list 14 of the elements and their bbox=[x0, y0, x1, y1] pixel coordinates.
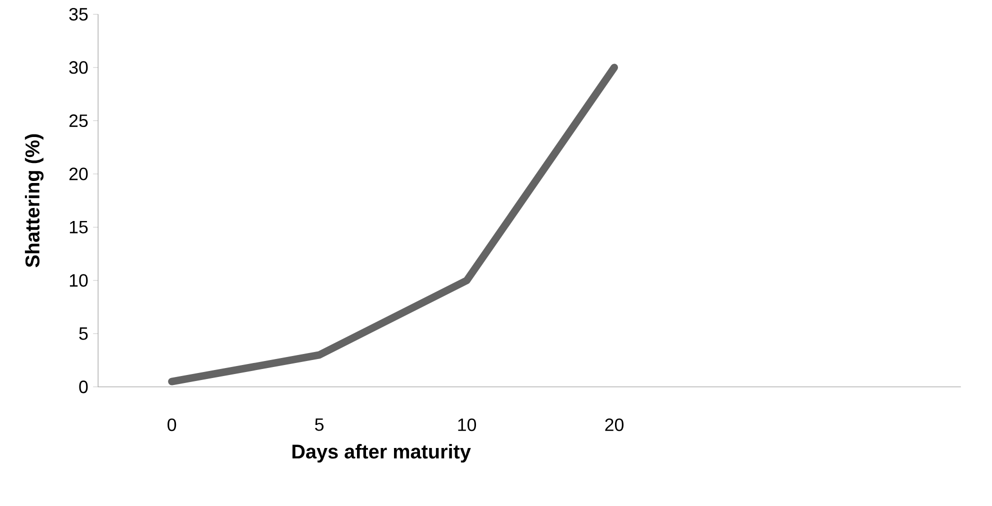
y-tick-label: 20 bbox=[69, 168, 88, 180]
y-tick-label: 0 bbox=[79, 380, 88, 394]
x-tick-label: 0 bbox=[168, 418, 176, 432]
x-tick-label: 5 bbox=[315, 418, 324, 431]
x-tick-label: 20 bbox=[605, 418, 624, 432]
y-tick-label: 5 bbox=[79, 327, 88, 340]
y-tick-label: 15 bbox=[70, 220, 88, 234]
x-axis-title: Days after maturity bbox=[292, 444, 471, 462]
x-tick-label: 10 bbox=[458, 418, 476, 432]
y-tick-label: 35 bbox=[69, 8, 88, 21]
y-tick-label: 25 bbox=[69, 114, 88, 127]
y-axis-title: Shattering (%) bbox=[24, 134, 44, 268]
y-tick-label: 10 bbox=[70, 274, 88, 287]
y-tick-label: 30 bbox=[69, 61, 88, 74]
